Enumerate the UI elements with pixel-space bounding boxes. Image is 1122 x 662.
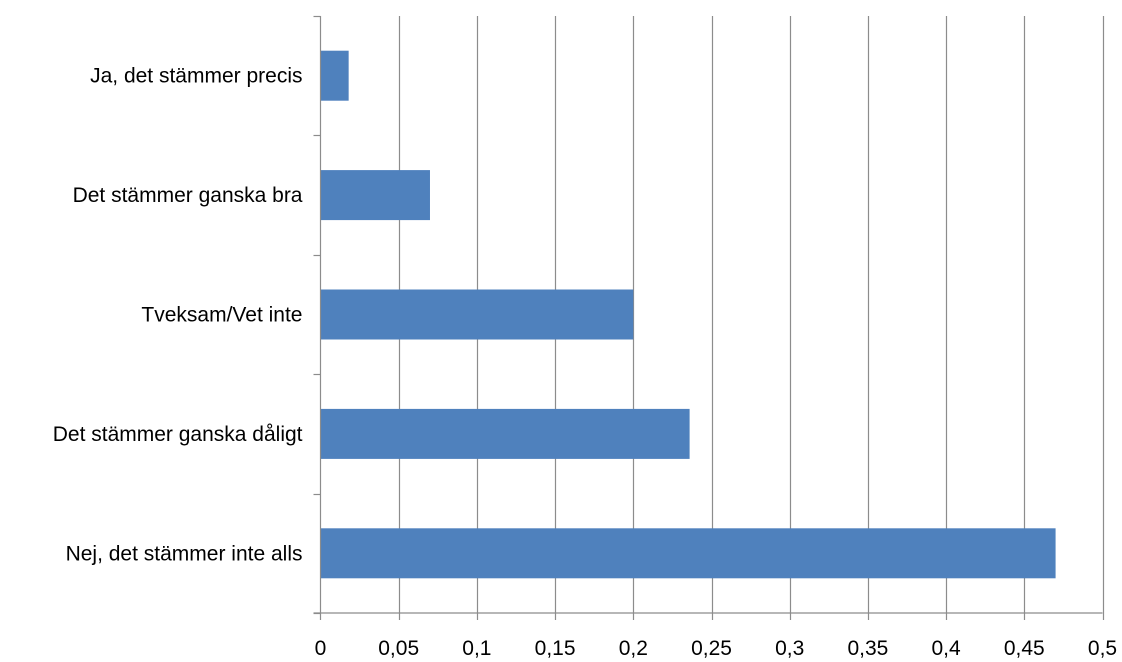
x-tick-label: 0,15: [535, 637, 576, 660]
bar: [320, 50, 349, 101]
category-label: Det stämmer ganska bra: [73, 184, 303, 207]
bar: [320, 528, 1056, 579]
x-tick-label: 0,2: [619, 637, 648, 660]
x-tick-label: 0,05: [378, 637, 419, 660]
x-tick-label: 0,3: [775, 637, 804, 660]
x-tick-label: 0,4: [931, 637, 961, 660]
category-label: Ja, det stämmer precis: [90, 65, 302, 88]
gridlines: [398, 16, 1105, 620]
bars: [320, 50, 1056, 579]
category-label: Tveksam/Vet inte: [141, 304, 302, 327]
bar: [320, 289, 634, 340]
x-tick-label: 0,25: [691, 637, 732, 660]
bar: [320, 408, 690, 459]
category-label: Nej, det stämmer inte alls: [66, 542, 303, 565]
axes: [313, 15, 1103, 620]
x-tick-label: 0,35: [847, 637, 888, 660]
bar: [320, 170, 430, 221]
labels: 0 0,05 0,1 0,15 0,2 0,25 0,3 0,35 0,4 0,45 0,5 Ja, …: [53, 65, 1117, 660]
category-label: Det stämmer ganska dåligt: [53, 423, 303, 446]
x-tick-label: 0: [315, 637, 327, 660]
x-tick-label: 0,1: [462, 637, 491, 660]
x-tick-label: 0,5: [1088, 637, 1117, 660]
x-tick-label: 0,45: [1004, 637, 1045, 660]
